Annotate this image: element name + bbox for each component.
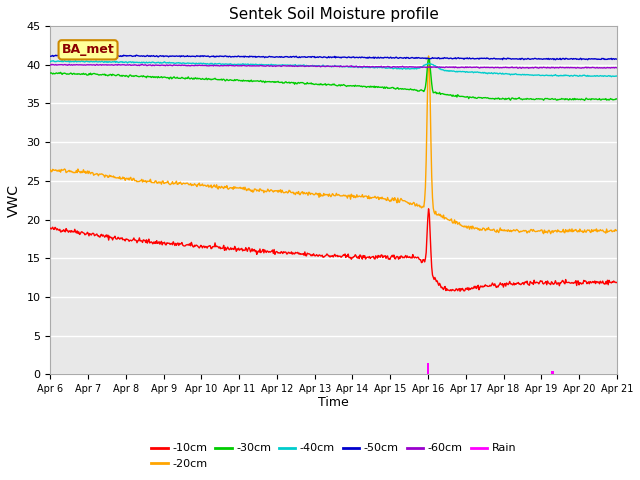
Bar (551, 372, 554, 374)
Title: Sentek Soil Moisture profile: Sentek Soil Moisture profile (228, 7, 438, 22)
Text: BA_met: BA_met (61, 43, 115, 56)
X-axis label: Time: Time (318, 396, 349, 408)
Legend: -10cm, -20cm, -30cm, -40cm, -50cm, -60cm, Rain: -10cm, -20cm, -30cm, -40cm, -50cm, -60cm… (147, 439, 521, 473)
Y-axis label: VWC: VWC (7, 184, 21, 216)
Bar (427, 363, 429, 374)
